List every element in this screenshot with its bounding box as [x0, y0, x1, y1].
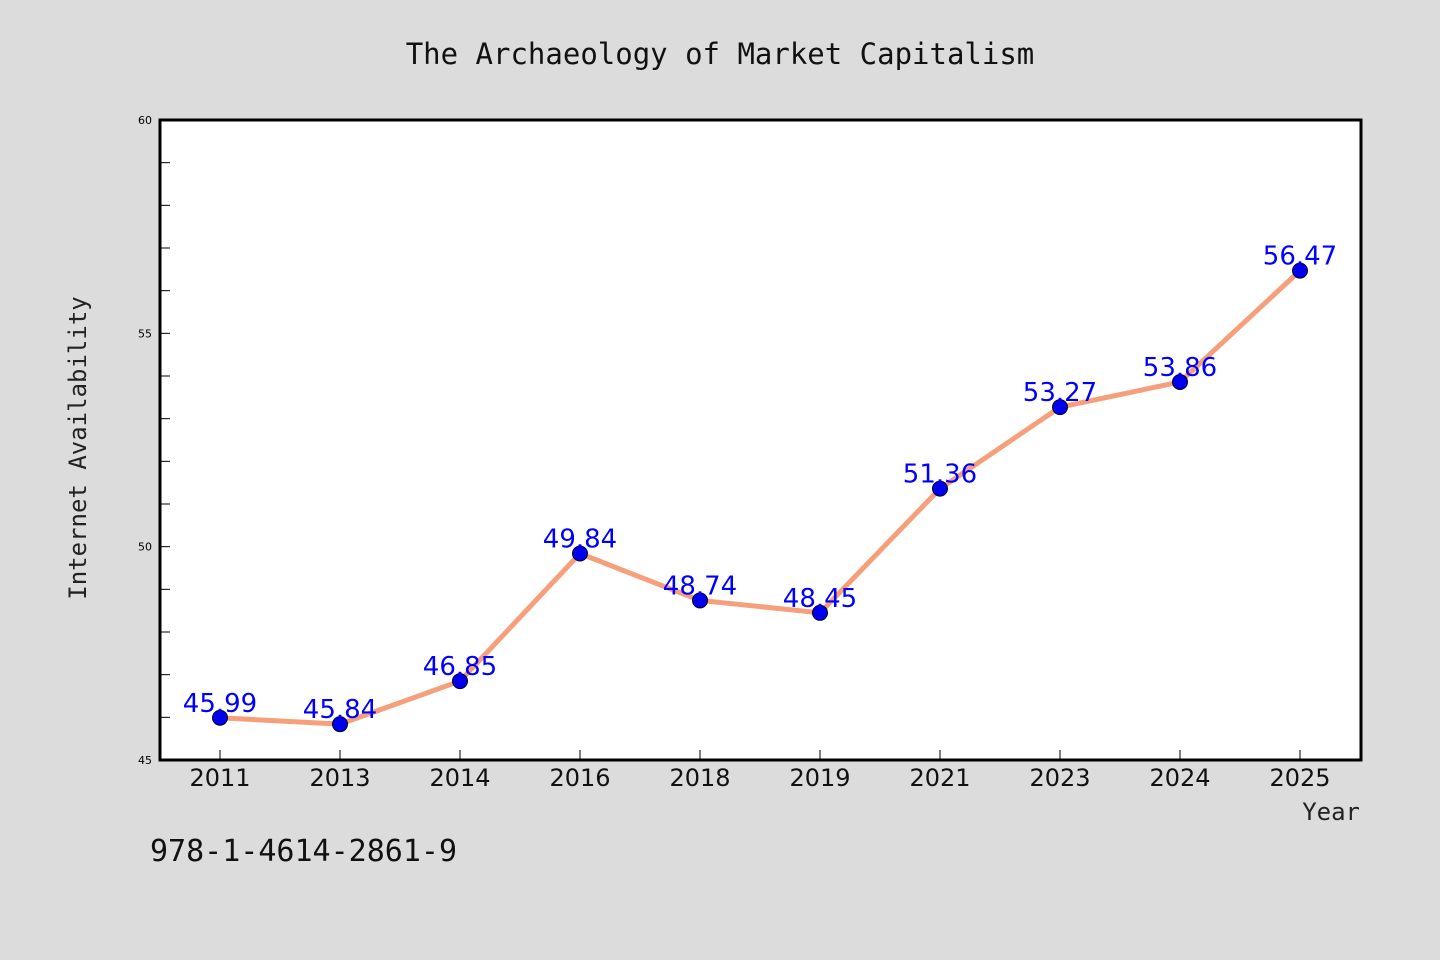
series-markers: [212, 262, 1308, 733]
data-label: 45.99: [183, 689, 257, 719]
data-label: 53.86: [1143, 353, 1217, 383]
isbn-code: 978-1-4614-2861-9: [150, 834, 458, 869]
data-point: [452, 673, 468, 690]
data-label: 56.47: [1263, 242, 1337, 272]
data-point: [692, 592, 708, 609]
x-tick-label: 2019: [789, 764, 850, 792]
axis-ticks: 45 50 55 60 2011 2013 2014 2016 2018 2019 2021 2023…: [138, 114, 1331, 792]
y-tick-label: 55: [138, 327, 152, 340]
data-point: [1052, 399, 1068, 416]
y-axis-label: Internet Availability: [64, 296, 92, 599]
x-tick-label: 2018: [669, 764, 730, 792]
chart-title: The Archaeology of Market Capitalism: [406, 37, 1035, 71]
x-tick-label: 2024: [1149, 764, 1210, 792]
y-tick-label: 60: [138, 114, 152, 127]
x-tick-label: 2021: [909, 764, 970, 792]
x-axis-label: Year: [1302, 798, 1360, 826]
data-point: [572, 545, 588, 562]
data-labels: 45.99 45.84 46.85 49.84 48.74 48.45 51.36 53.27…: [183, 242, 1337, 726]
y-tick-label: 45: [138, 754, 152, 767]
plot-area: [158, 118, 1363, 762]
data-point: [1292, 262, 1308, 279]
series-line: [217, 268, 1303, 727]
data-point: [932, 480, 948, 497]
x-tick-label: 2013: [309, 764, 370, 792]
x-tick-label: 2014: [429, 764, 490, 792]
data-label: 51.36: [903, 460, 977, 490]
x-tick-label: 2016: [549, 764, 610, 792]
data-point: [812, 604, 828, 621]
data-label: 48.74: [663, 571, 737, 601]
data-point: [1172, 373, 1188, 390]
x-tick-label: 2023: [1029, 764, 1090, 792]
x-tick-label: 2011: [189, 764, 250, 792]
series-polyline: [217, 268, 1303, 727]
data-label: 49.84: [543, 524, 617, 554]
data-label: 46.85: [423, 652, 497, 682]
data-label: 48.45: [783, 584, 857, 614]
data-label: 45.84: [303, 695, 377, 725]
y-tick-label: 50: [138, 541, 152, 554]
data-label: 53.27: [1023, 378, 1097, 408]
x-tick-label: 2025: [1269, 764, 1330, 792]
data-point: [332, 716, 348, 733]
data-point: [212, 709, 228, 726]
